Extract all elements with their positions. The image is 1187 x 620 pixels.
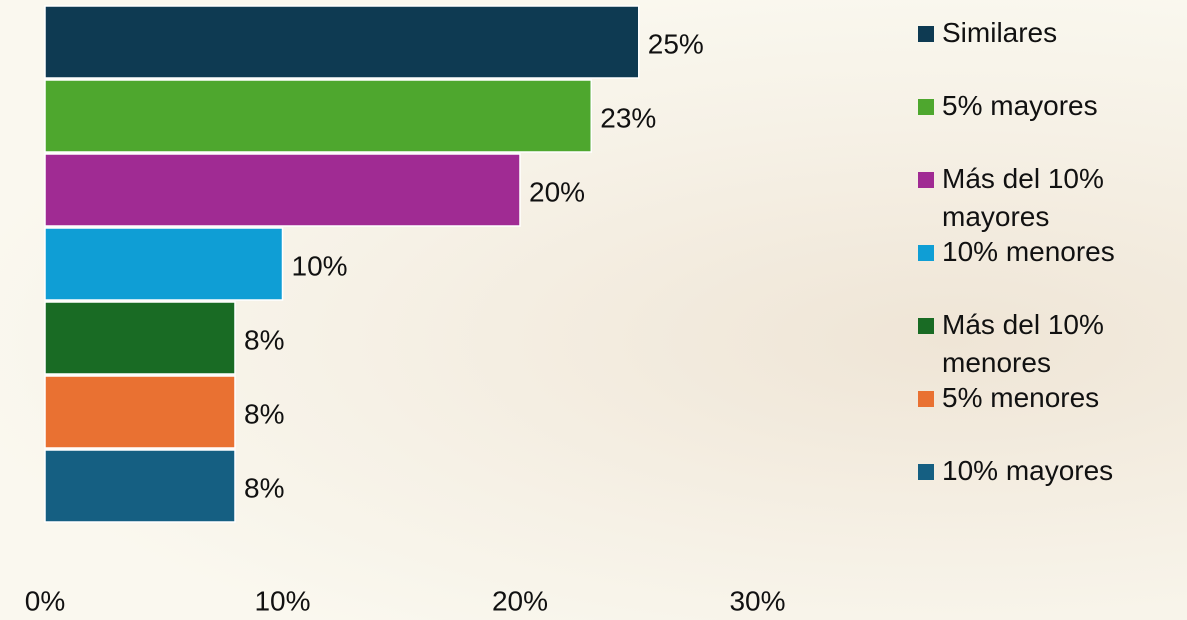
value-label: 8% <box>244 398 284 429</box>
value-label: 10% <box>292 250 348 281</box>
bar <box>44 449 236 523</box>
bar <box>44 227 284 301</box>
bar <box>44 153 521 227</box>
legend-label: 5% menores <box>942 382 1100 413</box>
legend-label: Similares <box>942 17 1058 48</box>
legend-marker <box>918 245 934 261</box>
bar <box>44 79 592 153</box>
legend-label: 5% mayores <box>942 90 1098 121</box>
legend-item: 10% mayores <box>918 452 1158 490</box>
x-tick-label: 20% <box>492 585 548 616</box>
legend-item: 5% mayores <box>918 87 1158 125</box>
legend-item: Más del 10% mayores <box>918 160 1158 236</box>
bar <box>44 5 640 79</box>
legend-item: Similares <box>918 14 1158 52</box>
legend-item: Más del 10% menores <box>918 306 1158 382</box>
legend-label: 10% mayores <box>942 455 1114 486</box>
x-tick-label: 10% <box>254 585 310 616</box>
legend-marker <box>918 464 934 480</box>
legend-item: 10% menores <box>918 233 1158 271</box>
legend-marker <box>918 318 934 334</box>
legend-marker <box>918 172 934 188</box>
legend-label: Más del 10% mayores <box>942 163 1104 232</box>
legend-marker <box>918 391 934 407</box>
legend-marker <box>918 99 934 115</box>
legend-item: 5% menores <box>918 379 1158 417</box>
legend-label: 10% menores <box>942 236 1115 267</box>
bar <box>44 301 236 375</box>
value-label: 25% <box>648 28 704 59</box>
x-tick-label: 30% <box>729 585 785 616</box>
legend-label: Más del 10% menores <box>942 309 1104 378</box>
legend-marker <box>918 26 934 42</box>
bar <box>44 375 236 449</box>
value-label: 8% <box>244 324 284 355</box>
value-label: 8% <box>244 472 284 503</box>
value-label: 23% <box>600 102 656 133</box>
x-tick-label: 0% <box>25 585 65 616</box>
value-label: 20% <box>529 176 585 207</box>
